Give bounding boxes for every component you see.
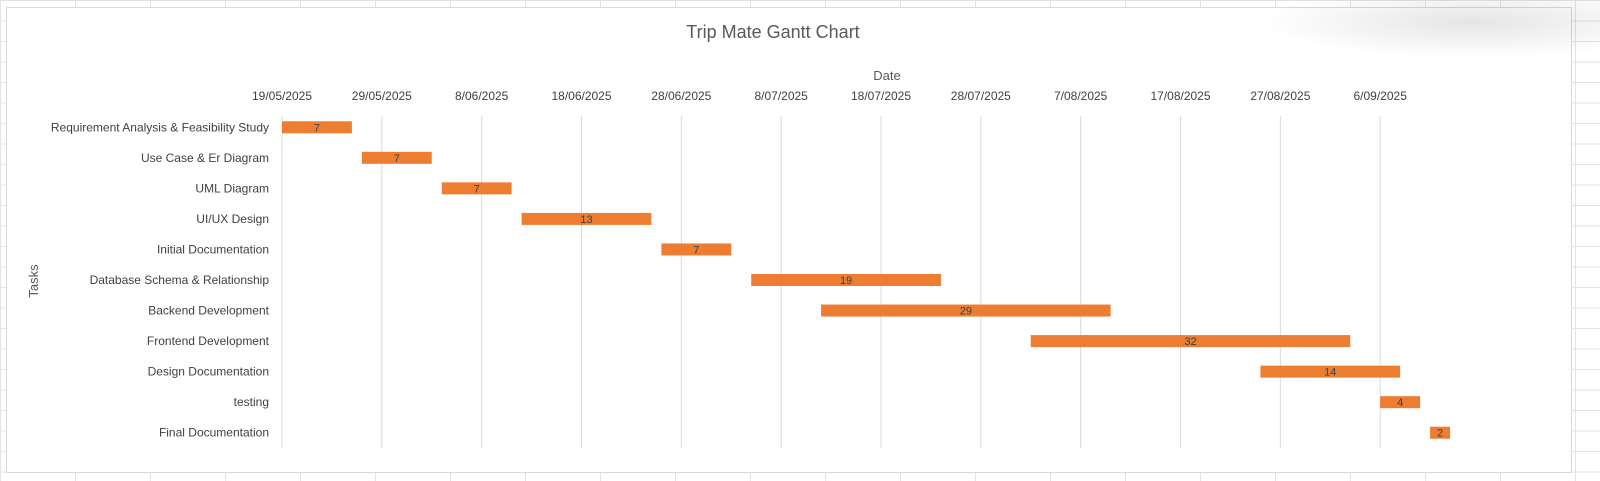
x-tick-label: 28/07/2025 [951,89,1011,103]
task-bar [1030,335,1351,348]
duration-labels: 7 7 7 13 7 19 29 32 14 4 2 [314,122,1443,439]
task-label: testing [234,395,269,409]
task-bar [661,243,732,256]
duration-label: 7 [314,122,320,134]
task-labels: Requirement Analysis & Feasibility Study… [51,120,270,439]
duration-label: 2 [1437,428,1443,440]
x-tick-label: 27/08/2025 [1250,89,1310,103]
task-bar [1430,426,1451,439]
task-label: Design Documentation [148,365,269,379]
task-bar [1380,396,1421,409]
task-label: Frontend Development [147,334,270,348]
task-label: Requirement Analysis & Feasibility Study [51,120,269,134]
task-label: Database Schema & Relationship [90,273,270,287]
duration-label: 7 [474,183,480,195]
task-label: Initial Documentation [157,242,269,256]
task-label: UI/UX Design [196,212,269,226]
x-axis-ticks: 19/05/2025 29/05/2025 8/06/2025 18/06/2025 2… [252,89,1407,103]
task-label: UML Diagram [195,181,269,195]
x-tick-label: 8/06/2025 [455,89,509,103]
duration-label: 29 [960,306,972,318]
chart-title: Trip Mate Gantt Chart [686,22,859,42]
duration-label: 14 [1324,367,1336,379]
x-tick-label: 29/05/2025 [352,89,412,103]
x-tick-label: 18/07/2025 [851,89,911,103]
duration-label: 13 [580,214,592,226]
x-axis-title: Date [873,68,900,83]
task-bar [821,304,1111,317]
gantt-chart: Trip Mate Gantt Chart Date Tasks 19/05/2… [26,22,1451,448]
task-bar [441,182,512,195]
duration-label: 7 [693,244,699,256]
task-label: Use Case & Er Diagram [141,151,269,165]
task-bars [282,121,1451,439]
task-label: Final Documentation [159,426,269,440]
x-tick-label: 8/07/2025 [754,89,808,103]
duration-label: 32 [1184,336,1196,348]
x-tick-label: 6/09/2025 [1353,89,1407,103]
x-tick-label: 17/08/2025 [1150,89,1210,103]
task-bar [361,151,432,164]
task-bar [282,121,352,134]
duration-label: 4 [1397,397,1403,409]
x-tick-label: 18/06/2025 [551,89,611,103]
task-bar [1260,365,1401,378]
chart-area[interactable]: Trip Mate Gantt Chart Date Tasks 19/05/2… [6,0,1600,473]
duration-label: 7 [394,153,400,165]
task-bar [521,212,652,225]
y-axis-title: Tasks [26,264,41,298]
duration-label: 19 [840,275,852,287]
x-tick-label: 28/06/2025 [651,89,711,103]
gridlines [281,116,1381,448]
task-label: Backend Development [148,304,269,318]
task-bar [751,274,941,286]
x-tick-label: 7/08/2025 [1054,89,1108,103]
x-tick-label: 19/05/2025 [252,89,312,103]
